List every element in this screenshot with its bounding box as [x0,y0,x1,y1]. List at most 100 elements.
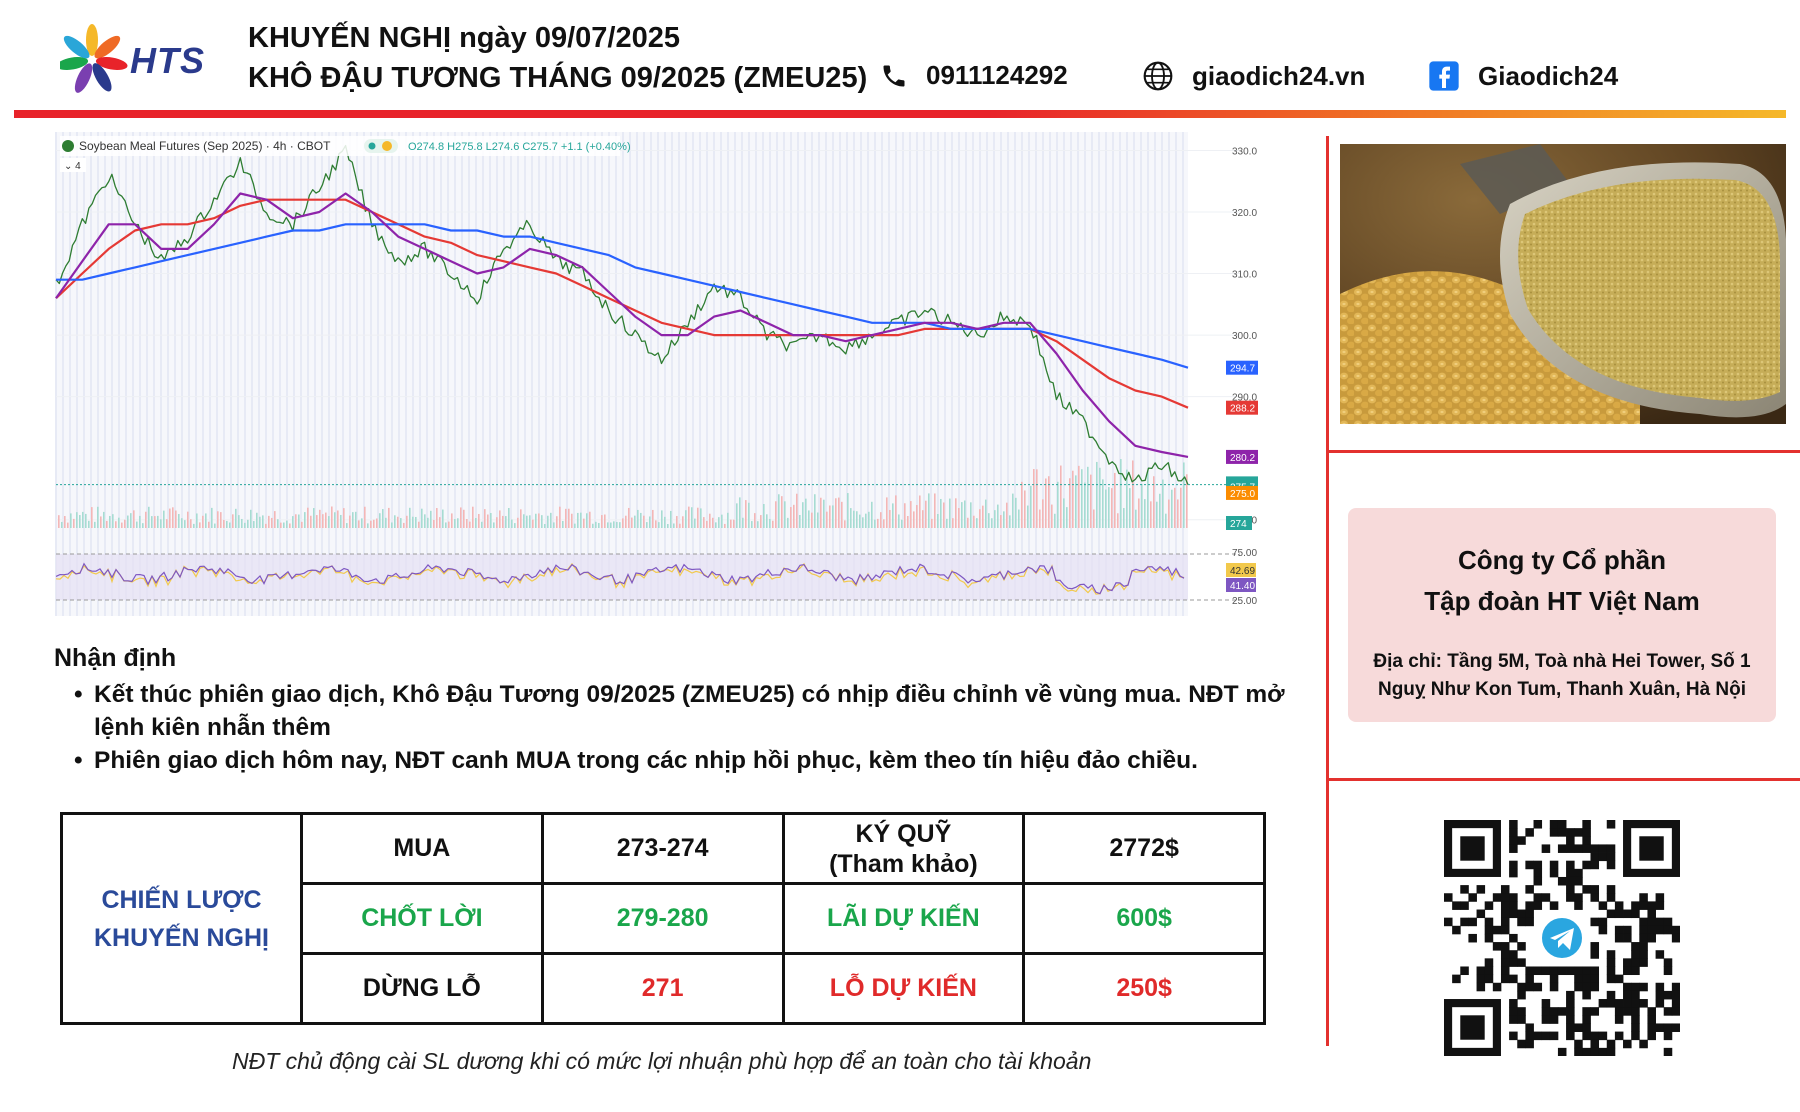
volume-bar [415,516,417,528]
volume-bar [1033,469,1035,528]
strategy-label: CHIẾN LƯỢC KHUYẾN NGHỊ [60,812,303,1025]
volume-bar [952,518,954,528]
volume-bar [607,522,609,528]
volume-bar [1039,509,1041,528]
volume-bar [763,504,765,528]
volume-bar [541,515,543,528]
qr-module [1606,958,1616,967]
analysis-bullet: Phiên giao dịch hôm nay, NĐT canh MUA tr… [74,744,1310,777]
volume-bar [115,521,117,528]
telegram-plane-icon [1550,928,1574,950]
qr-module [1582,990,1591,1000]
volume-bar [385,517,387,528]
price-label-text: 294.7 [1230,364,1255,375]
qr-module [1639,942,1648,951]
qr-module [1566,990,1575,1000]
company-name-line1: Công ty Cổ phần [1458,545,1666,575]
volume-bar [340,514,342,528]
volume-bar [787,517,789,528]
qr-module [1639,925,1648,935]
take-profit-range: 279-280 [540,882,785,955]
volume-bar [562,520,564,528]
volume-bar [595,521,597,528]
volume-bar [367,523,369,528]
volume-bar [868,511,870,528]
volume-bar [463,509,465,528]
qr-module [1533,966,1543,976]
qr-module [1541,1015,1551,1024]
facebook-contact[interactable]: Giaodich24 [1428,60,1618,92]
volume-bar [919,495,921,528]
volume-bar [1057,481,1059,528]
volume-bar [265,523,267,528]
qr-module [1590,1047,1600,1057]
qr-module [1549,966,1559,976]
volume-bar [154,516,156,528]
qr-module [1614,999,1624,1008]
qr-module [1533,1031,1543,1041]
volume-bar [973,515,975,528]
volume-bar [1132,460,1134,528]
rsi-label-badge [1226,578,1256,592]
qr-module [1541,999,1551,1008]
qr-module [1492,925,1502,935]
volume-bar [454,519,456,528]
qr-module [1663,958,1673,967]
volume-bar [496,517,498,528]
volume-bar [241,518,243,528]
volume-bar [418,521,420,528]
volume-bar [121,522,123,528]
volume-bar [82,511,84,528]
volume-bar [397,516,399,528]
volume-bar [421,508,423,528]
volume-bar [610,522,612,528]
volume-bar [337,510,339,528]
price-label-text: 280.2 [1230,453,1255,464]
qr-module [1500,893,1510,902]
qr-module [1509,860,1518,870]
volume-bar [679,523,681,528]
volume-bar [925,500,927,528]
rsi-tick-label: 25.00 [1232,596,1257,607]
qr-module [1484,917,1494,927]
qr-module [1606,950,1616,959]
strategy-table: CHIẾN LƯỢC KHUYẾN NGHỊ MUA 273-274 KÝ QU… [60,812,1266,1025]
volume-bar [871,501,873,528]
volume-bar [1084,482,1086,528]
volume-bar [358,520,360,528]
volume-bar [934,493,936,528]
qr-code-image [1444,820,1681,1057]
volume-bar [517,517,519,528]
qr-module [1614,901,1624,910]
volume-bar [988,513,990,528]
volume-bar [982,505,984,528]
volume-bar [274,511,276,528]
volume-bar [181,518,183,528]
telegram-qr-code[interactable] [1444,820,1681,1057]
volume-bar [862,517,864,528]
volume-bar [271,517,273,528]
qr-module [1509,893,1518,902]
volume-bar [1051,504,1053,528]
qr-module [1614,933,1624,943]
qr-module [1598,917,1608,927]
qr-module [1549,1007,1559,1016]
company-address-line2: Nguỵ Như Kon Tum, Thanh Xuân, Hà Nội [1377,679,1747,700]
volume-bar [985,499,987,528]
qr-module [1460,885,1469,894]
volume-bar [688,506,690,528]
volume-label-text: 274 [1230,519,1247,530]
qr-module [1517,917,1526,927]
volume-bar [469,521,471,528]
volume-bar [955,498,957,528]
qr-module [1590,893,1600,902]
volume-bar [532,519,534,528]
phone-contact[interactable]: 0911124292 [880,60,1068,91]
strategy-label-line1: CHIẾN LƯỢC [101,885,262,914]
qr-module [1639,933,1648,943]
qr-module [1655,982,1665,992]
take-profit-label: CHỐT LỜI [300,882,544,955]
qr-module [1663,1007,1673,1016]
website-contact[interactable]: giaodich24.vn [1142,60,1365,92]
volume-bar [757,521,759,528]
